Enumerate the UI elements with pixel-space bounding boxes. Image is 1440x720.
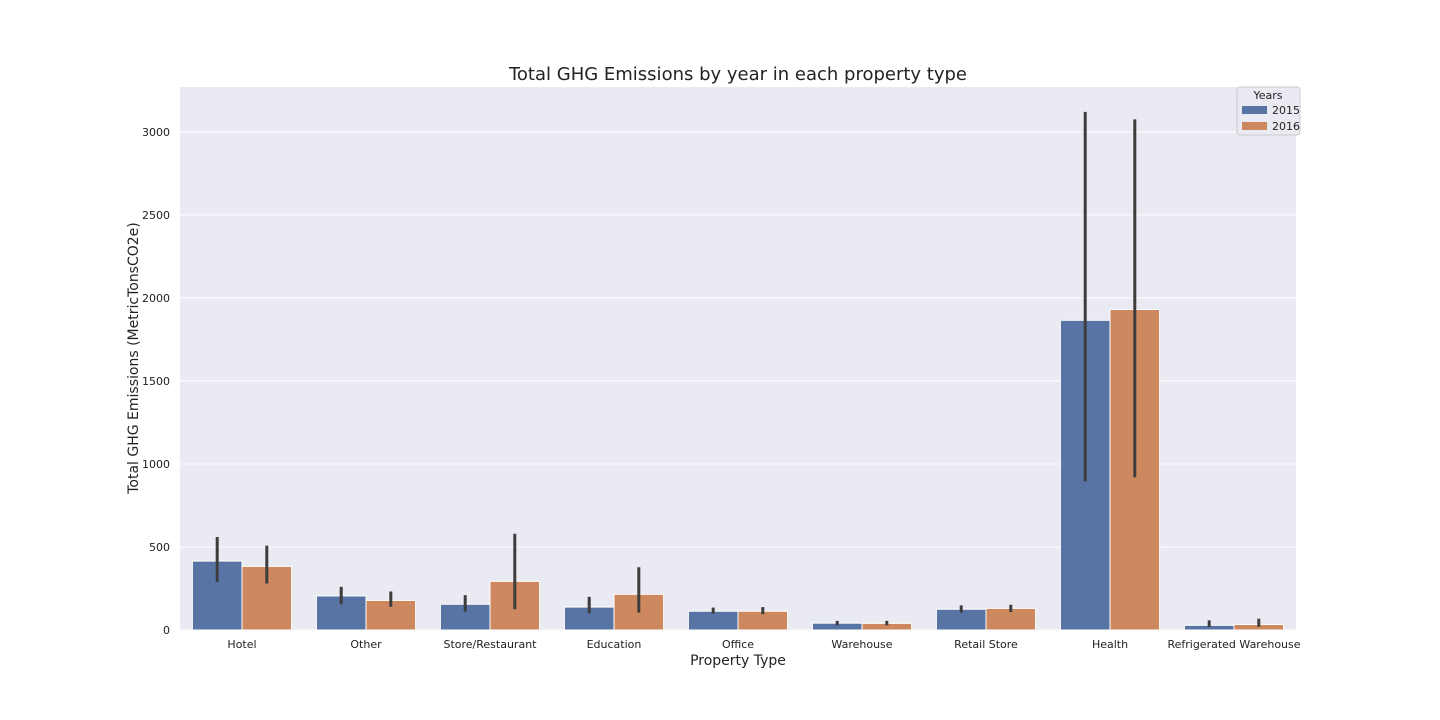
x-tick-label: Warehouse: [831, 638, 892, 651]
y-axis-label: Total GHG Emissions (MetricTonsCO2e): [126, 222, 142, 495]
x-tick-label: Hotel: [227, 638, 256, 651]
error-bars: [215, 111, 1261, 628]
x-tick-label: Office: [722, 638, 754, 651]
bar-2015-Office: [687, 610, 739, 631]
bar-2015-Other: [315, 595, 367, 631]
y-tick-label: 3000: [142, 126, 170, 139]
y-tick-label: 1000: [142, 458, 170, 471]
y-tick-label: 0: [163, 624, 170, 637]
legend: Years 2015 2016: [1236, 86, 1301, 136]
legend-swatch-2016: [1242, 122, 1267, 130]
x-tick-label: Retail Store: [954, 638, 1018, 651]
x-tick-label: Other: [350, 638, 382, 651]
x-tick-label: Health: [1092, 638, 1128, 651]
legend-label-2015: 2015: [1272, 104, 1300, 117]
x-tick-label: Education: [587, 638, 642, 651]
x-tick-labels: Hotel Other Store/Restaurant Education Offic…: [227, 638, 1300, 651]
y-tick-label: 2500: [142, 209, 170, 222]
x-tick-label: Store/Restaurant: [443, 638, 537, 651]
legend-title: Years: [1252, 89, 1282, 102]
legend-swatch-2015: [1242, 106, 1267, 114]
y-tick-labels: 0 500 1000 1500 2000 2500 3000: [142, 126, 170, 637]
y-tick-label: 2000: [142, 292, 170, 305]
x-axis-label: Property Type: [690, 653, 786, 669]
legend-label-2016: 2016: [1272, 120, 1300, 133]
chart-title: Total GHG Emissions by year in each prop…: [508, 64, 967, 85]
x-tick-label: Refrigerated Warehouse: [1167, 638, 1300, 651]
y-tick-label: 500: [149, 541, 170, 554]
y-tick-label: 1500: [142, 375, 170, 388]
